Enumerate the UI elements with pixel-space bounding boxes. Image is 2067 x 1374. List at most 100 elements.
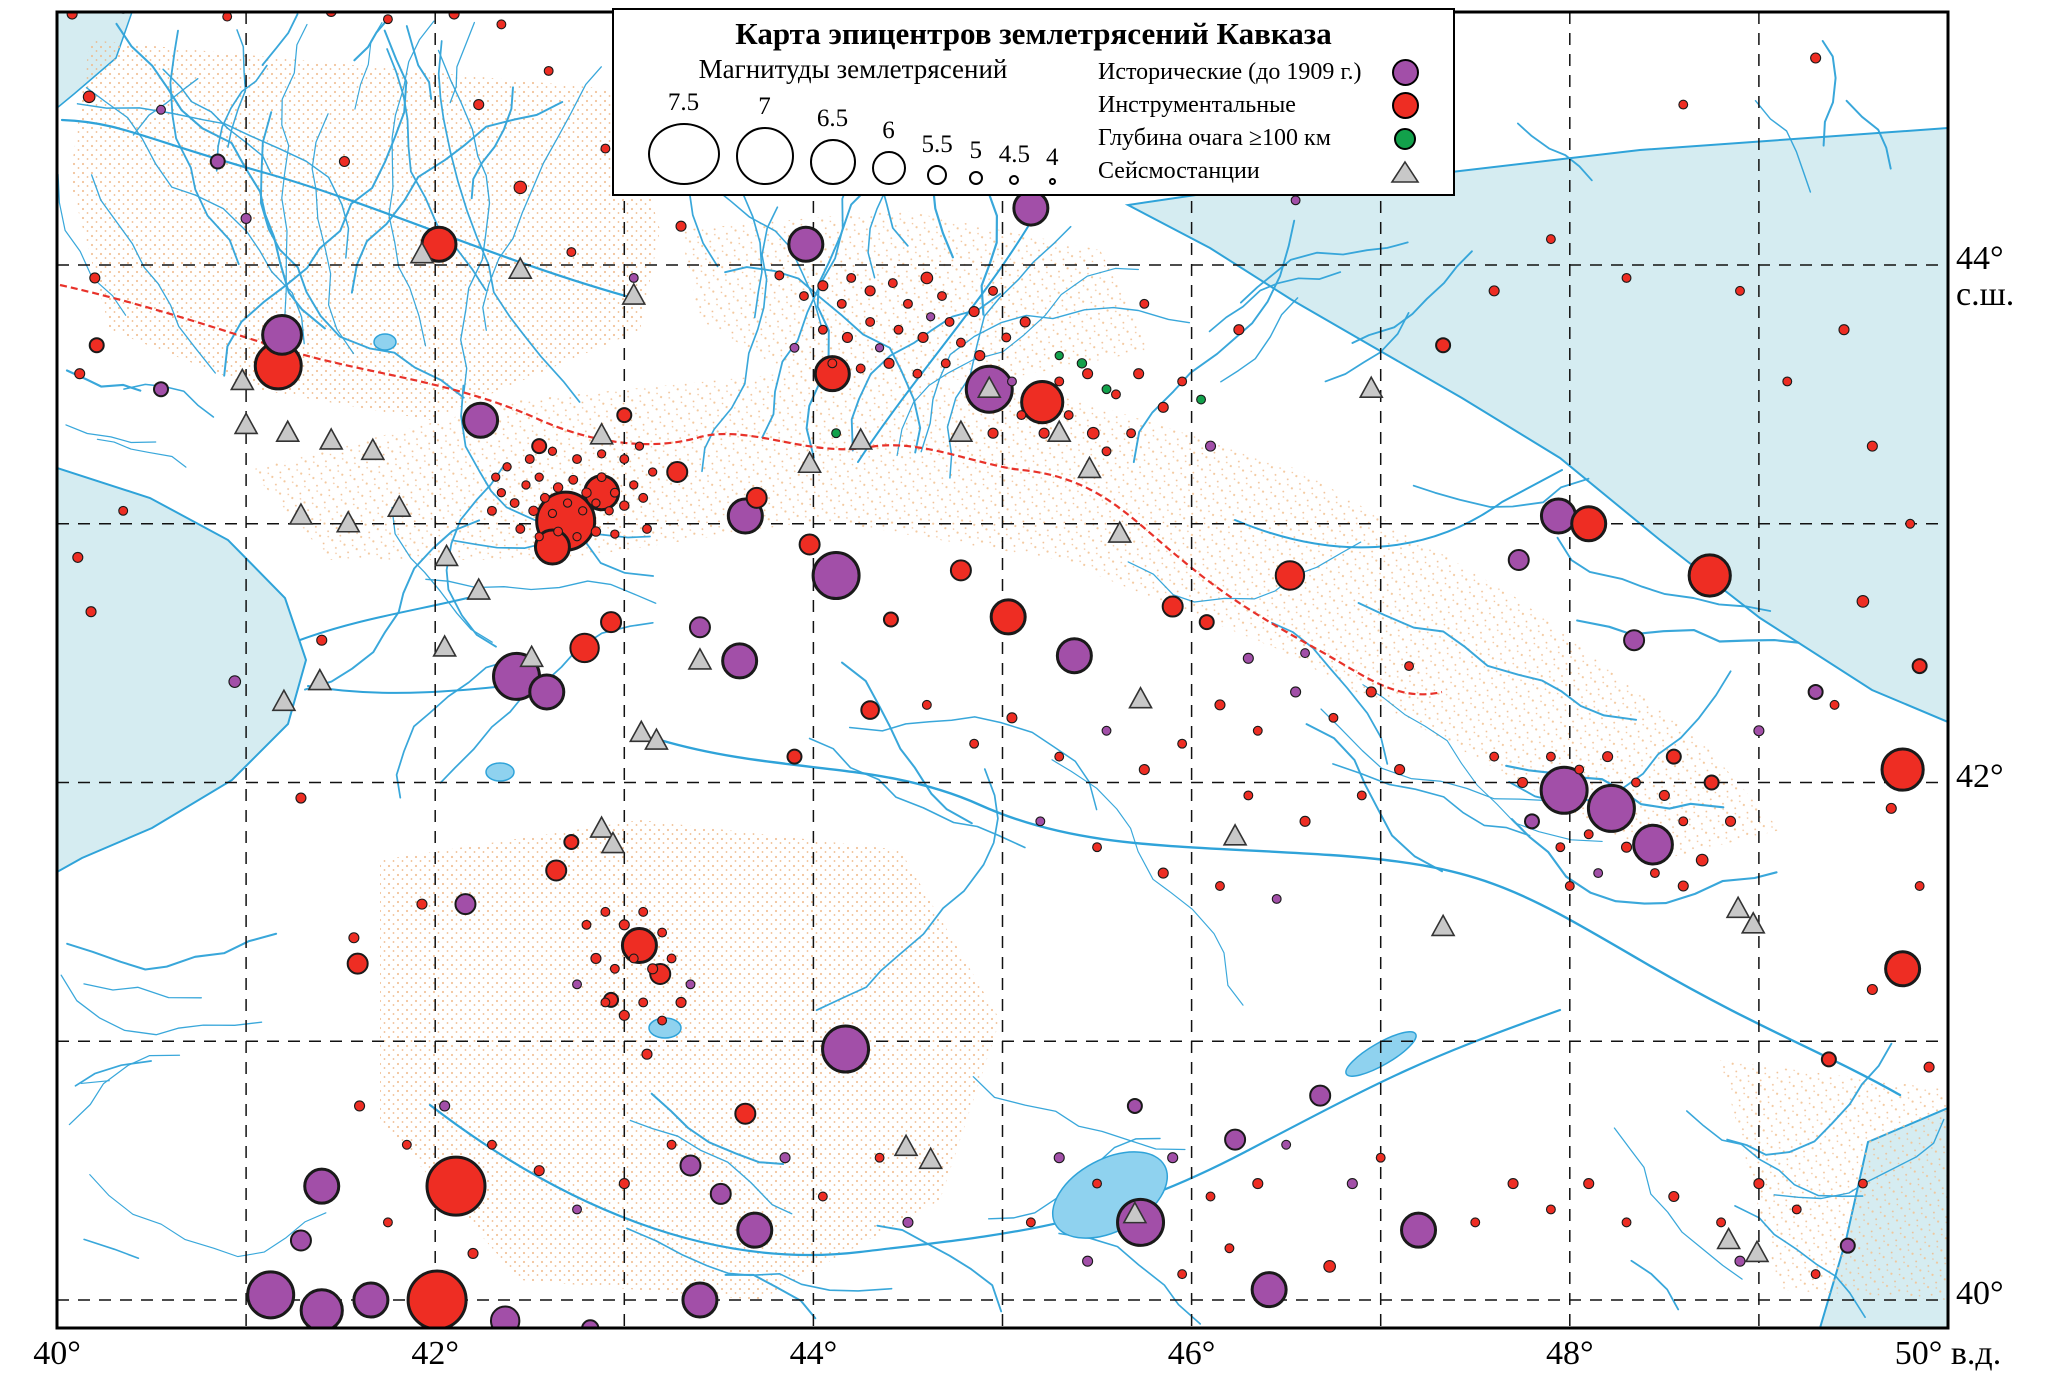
epicenter-instrumental xyxy=(1621,272,1632,283)
epicenter-instrumental xyxy=(600,611,623,634)
epicenter-instrumental xyxy=(1054,376,1065,387)
epicenter-historical xyxy=(289,1229,312,1252)
epicenter-instrumental xyxy=(590,952,602,965)
epicenter-instrumental xyxy=(1810,52,1822,64)
epicenter-instrumental xyxy=(1435,337,1452,354)
epicenter-instrumental xyxy=(817,280,829,292)
epicenter-instrumental xyxy=(865,316,876,327)
epicenter-instrumental xyxy=(1677,880,1689,892)
river-line xyxy=(304,519,481,691)
epicenter-instrumental xyxy=(1545,234,1556,245)
station-marker xyxy=(893,1133,919,1157)
epicenter-instrumental xyxy=(920,271,934,285)
legend-panel: Карта эпицентров землетрясений Кавказа М… xyxy=(612,8,1455,196)
epicenter-instrumental xyxy=(609,963,620,974)
station-marker xyxy=(507,256,533,279)
epicenter-instrumental xyxy=(513,180,528,195)
magnitude-scale-item: 7.5 xyxy=(647,89,720,193)
map-title: Карта эпицентров землетрясений Кавказа xyxy=(735,16,1332,51)
river-line xyxy=(405,25,433,100)
legend-item-historical: Исторические (до 1909 г.) xyxy=(1098,56,1425,89)
epicenter-instrumental xyxy=(66,12,78,20)
river-line xyxy=(311,113,355,355)
epicenter-instrumental xyxy=(1885,802,1897,814)
epicenter-instrumental xyxy=(1570,505,1608,543)
magnitude-circle-icon xyxy=(968,171,983,185)
epicenter-historical xyxy=(1539,497,1577,535)
station-marker xyxy=(600,830,626,854)
epicenter-historical xyxy=(1593,868,1604,879)
epicenter-instrumental xyxy=(600,906,611,917)
river-line xyxy=(386,48,487,292)
lat-tick: 42° xyxy=(1956,757,2004,795)
river-line xyxy=(650,1092,785,1166)
magnitude-circle-icon xyxy=(1048,178,1056,185)
station-marker xyxy=(229,367,255,391)
river-line xyxy=(1686,1110,1864,1198)
epicenter-instrumental xyxy=(647,963,659,975)
epicenter-historical xyxy=(1281,1139,1292,1150)
epicenter-historical xyxy=(874,343,885,353)
epicenter-instrumental xyxy=(1820,1051,1837,1068)
epicenter-instrumental xyxy=(944,316,955,327)
station-marker xyxy=(1716,1226,1741,1250)
epicenter-historical xyxy=(721,642,759,680)
river-line xyxy=(57,173,127,316)
epicenter-instrumental xyxy=(590,526,602,537)
epicenter-instrumental xyxy=(382,14,393,25)
river-line xyxy=(90,174,216,374)
epicenter-instrumental xyxy=(1724,815,1737,827)
station-marker xyxy=(644,727,669,750)
epicenter-historical xyxy=(1507,548,1530,571)
epicenter-instrumental xyxy=(675,220,687,232)
epicenter-instrumental xyxy=(486,1139,497,1150)
epicenter-instrumental xyxy=(547,508,558,519)
epicenter-historical xyxy=(1807,683,1824,700)
epicenter-instrumental xyxy=(1404,661,1415,672)
epicenter-instrumental xyxy=(813,355,851,393)
epicenter-instrumental xyxy=(338,155,350,168)
legend-item-stations: Сейсмостанции xyxy=(1098,155,1425,188)
river-line xyxy=(724,266,922,454)
epicenter-instrumental xyxy=(572,454,582,465)
river-line xyxy=(1773,1118,1945,1200)
epicenter-instrumental xyxy=(1923,1061,1935,1073)
epicenter-instrumental xyxy=(937,291,947,301)
epicenter-instrumental xyxy=(1092,842,1103,853)
epicenter-instrumental xyxy=(657,927,668,938)
magnitude-scale-title: Магнитуды землетрясений xyxy=(698,54,1008,84)
epicenter-instrumental xyxy=(734,1102,757,1125)
epicenter-historical xyxy=(779,1152,791,1164)
epicenter-instrumental xyxy=(619,454,630,465)
epicenter-historical xyxy=(736,1211,774,1249)
epicenter-instrumental xyxy=(1753,1178,1765,1190)
epicenter-instrumental xyxy=(1006,712,1018,724)
epicenter-instrumental xyxy=(1177,376,1188,387)
river-line xyxy=(60,974,263,1036)
epicenter-instrumental xyxy=(883,357,895,369)
epicenter-instrumental xyxy=(515,523,526,534)
epicenter-instrumental xyxy=(641,1048,653,1060)
station-marker xyxy=(432,634,458,657)
river-line xyxy=(437,40,581,403)
station-marker xyxy=(848,427,874,450)
epicenter-historical xyxy=(1290,686,1302,698)
grid-layer xyxy=(57,12,1948,1328)
station-marker xyxy=(589,422,614,445)
epicenter-instrumental xyxy=(1782,376,1793,387)
river-line xyxy=(460,384,654,577)
epicenter-instrumental xyxy=(547,446,558,456)
epicenter-instrumental xyxy=(1252,1178,1264,1190)
epicenter-historical xyxy=(1224,1128,1247,1151)
epicenter-instrumental xyxy=(1205,1191,1216,1202)
epicenter-instrumental xyxy=(543,65,554,76)
epicenter-instrumental xyxy=(1488,285,1500,297)
river-line xyxy=(1734,1205,1866,1319)
epicenter-instrumental xyxy=(955,337,966,348)
epicenter-instrumental xyxy=(638,492,649,503)
epicenter-instrumental xyxy=(1025,1217,1036,1228)
river-line xyxy=(259,111,465,399)
river-line xyxy=(840,661,973,825)
epicenter-instrumental xyxy=(1016,410,1027,421)
